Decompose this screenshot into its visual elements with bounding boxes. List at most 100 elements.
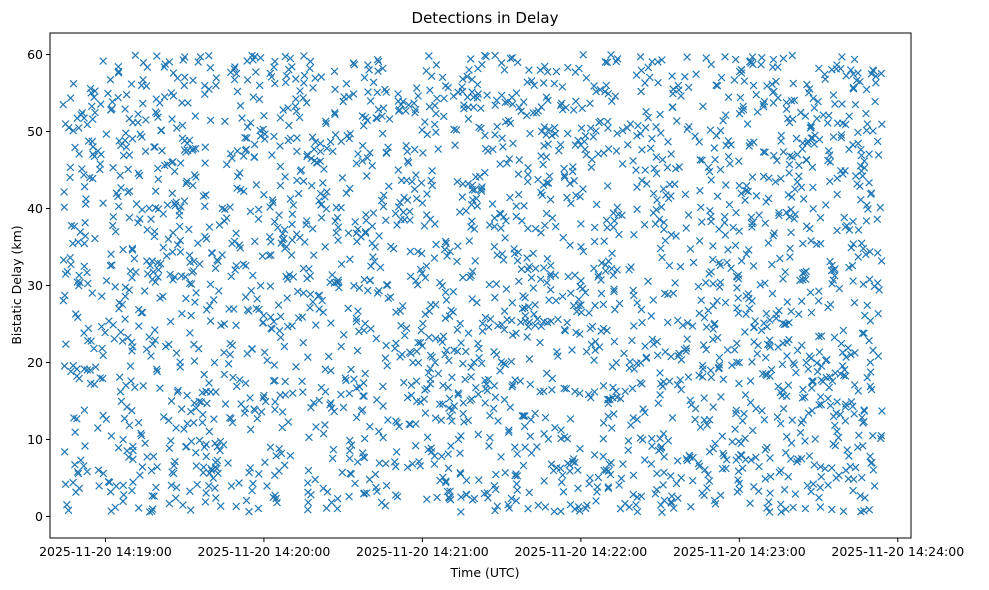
data-point — [412, 347, 421, 356]
data-point — [709, 403, 718, 411]
data-point — [713, 333, 722, 342]
data-point — [421, 273, 430, 282]
data-point — [332, 278, 341, 287]
data-point — [236, 244, 245, 252]
data-point — [845, 226, 854, 234]
data-point — [112, 482, 121, 490]
data-point — [599, 300, 608, 309]
data-point — [529, 108, 538, 117]
data-point — [286, 195, 295, 203]
data-point — [669, 89, 677, 98]
data-point — [288, 210, 297, 219]
data-point — [579, 50, 588, 59]
data-point — [278, 408, 287, 416]
data-point — [842, 71, 851, 80]
data-point — [384, 416, 392, 424]
data-point — [767, 365, 776, 374]
y-tick-label: 60 — [27, 47, 43, 62]
data-point — [59, 296, 68, 305]
data-point — [508, 53, 517, 62]
data-point — [476, 104, 485, 113]
data-point — [121, 105, 129, 113]
data-point — [232, 321, 240, 330]
data-point — [81, 232, 90, 240]
data-point — [785, 160, 794, 169]
data-point — [630, 365, 639, 373]
data-point — [374, 57, 383, 66]
data-point — [407, 381, 416, 390]
data-point — [99, 199, 107, 208]
data-point — [407, 349, 415, 358]
data-point — [877, 69, 886, 78]
data-point — [604, 89, 613, 98]
data-point — [390, 458, 399, 466]
x-axis: 2025-11-20 14:19:00 2025-11-20 14:20:00 20… — [39, 538, 964, 559]
data-point — [213, 456, 222, 465]
data-point — [187, 437, 196, 446]
data-point — [815, 135, 824, 144]
data-point — [258, 252, 267, 261]
data-point — [438, 338, 447, 346]
data-point — [344, 229, 353, 237]
data-point — [683, 53, 691, 61]
data-point — [83, 467, 92, 476]
data-point — [582, 347, 591, 356]
data-point — [603, 182, 612, 190]
data-point — [86, 84, 95, 93]
data-point — [138, 308, 147, 317]
data-point — [575, 389, 584, 398]
data-point — [658, 508, 666, 517]
data-point — [213, 442, 222, 451]
data-point — [196, 52, 205, 61]
data-point — [787, 228, 795, 237]
data-point — [417, 326, 426, 335]
data-point — [251, 68, 260, 76]
data-point — [412, 377, 421, 386]
data-point — [211, 439, 219, 448]
data-point — [877, 431, 886, 440]
data-point — [384, 182, 393, 191]
data-point — [303, 353, 312, 362]
data-point — [552, 296, 560, 305]
data-point — [410, 185, 419, 194]
data-point — [261, 397, 270, 406]
data-point — [402, 324, 411, 333]
data-point — [593, 483, 602, 491]
data-point — [274, 301, 283, 309]
data-point — [177, 405, 186, 413]
data-point — [411, 420, 420, 428]
data-point — [66, 173, 74, 182]
data-point — [70, 222, 79, 231]
data-point — [707, 373, 716, 382]
data-point — [270, 361, 279, 369]
data-point — [362, 172, 371, 180]
data-point — [252, 304, 261, 313]
data-point — [266, 443, 275, 452]
data-point — [826, 257, 834, 266]
data-point — [825, 151, 834, 159]
data-point — [524, 504, 532, 513]
data-point — [874, 309, 883, 318]
data-point — [368, 222, 377, 231]
data-point — [734, 476, 742, 484]
data-point — [746, 57, 755, 65]
data-point — [700, 394, 709, 402]
data-point — [61, 480, 70, 489]
data-point — [180, 425, 188, 434]
data-point — [320, 165, 328, 173]
data-point — [435, 400, 444, 409]
data-point — [271, 398, 279, 406]
data-point — [327, 319, 335, 327]
data-point — [702, 345, 711, 354]
data-point — [497, 224, 505, 233]
data-point — [523, 177, 532, 186]
data-point — [360, 434, 369, 443]
data-point — [276, 142, 284, 150]
data-point — [69, 478, 77, 487]
data-point — [321, 365, 330, 374]
data-point — [798, 394, 807, 402]
data-point — [644, 63, 653, 72]
data-point — [632, 166, 640, 174]
data-point — [839, 326, 848, 335]
data-point — [872, 72, 880, 81]
